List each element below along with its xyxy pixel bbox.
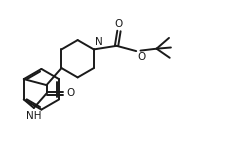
Text: N: N xyxy=(95,38,103,48)
Text: NH: NH xyxy=(26,111,42,121)
Text: O: O xyxy=(66,88,74,98)
Text: O: O xyxy=(137,52,146,62)
Text: O: O xyxy=(115,19,123,29)
